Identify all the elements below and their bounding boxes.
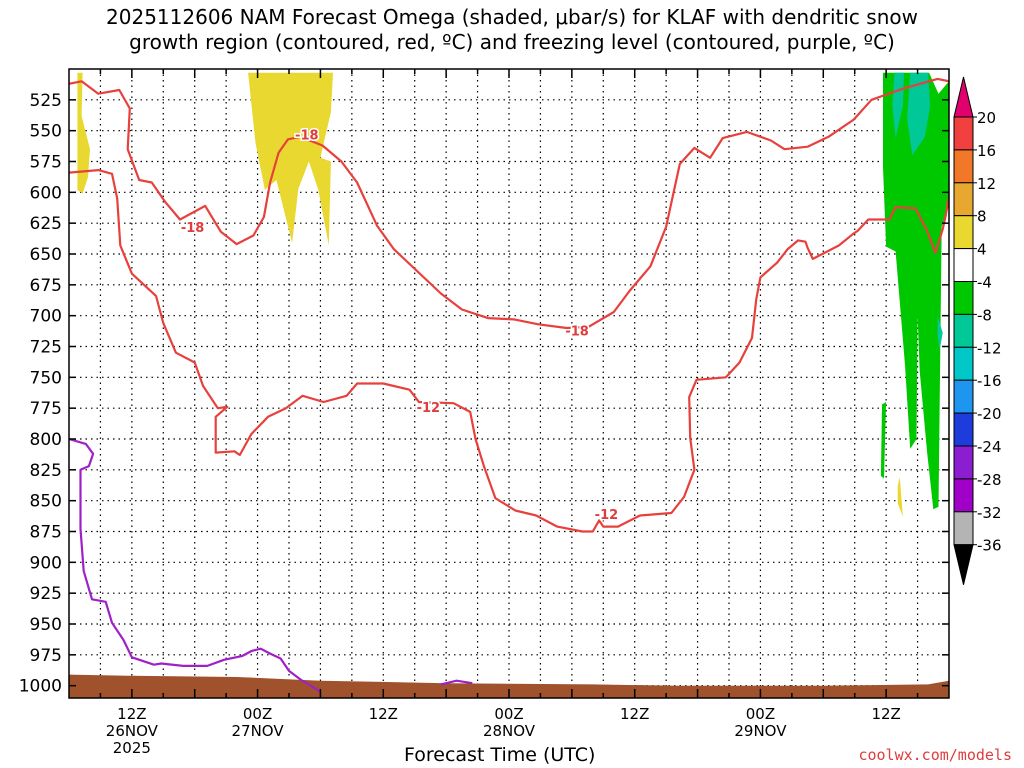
omega-region <box>883 72 949 510</box>
colorbar-label: -16 <box>977 372 1002 390</box>
y-tick-label: 775 <box>30 399 62 419</box>
colorbar-swatch <box>953 215 974 250</box>
omega-region <box>880 402 887 479</box>
colorbar: 20 16 12 8 4 -4 -8 -12 -16 -20 -24 -28 -32 -36 <box>953 76 1002 585</box>
colorbar-label: -12 <box>977 339 1002 357</box>
y-tick-label: 750 <box>30 368 62 388</box>
contour-label: -18 <box>295 128 319 143</box>
chart-title-line-2: growth region (contoured, red, ºC) and f… <box>129 30 895 54</box>
x-tick-label: 28NOV <box>483 722 536 740</box>
colorbar-swatch <box>953 511 974 546</box>
terrain-fill <box>69 674 949 698</box>
omega-region <box>907 72 931 156</box>
x-tick-label: 00Z <box>494 705 523 723</box>
colorbar-label: -32 <box>977 504 1002 522</box>
y-tick-label: 575 <box>30 153 62 173</box>
contour-lines <box>69 77 949 693</box>
omega-region <box>77 72 90 194</box>
colorbar-swatch <box>953 281 974 315</box>
y-tick-label: 975 <box>30 646 62 666</box>
colorbar-swatch <box>953 149 974 184</box>
colorbar-swatch <box>953 248 974 283</box>
x-tick-label: 12Z <box>117 705 146 723</box>
colorbar-swatch <box>953 412 974 447</box>
colorbar-label: 8 <box>977 208 987 226</box>
y-tick-label: 650 <box>30 245 62 265</box>
colorbar-label: 20 <box>977 109 996 127</box>
y-tick-label: 825 <box>30 461 62 481</box>
contour-freezing-level-2 <box>440 679 473 686</box>
x-tick-label: 12Z <box>620 705 649 723</box>
colorbar-swatch <box>953 445 974 480</box>
chart-title-line-1: 2025112606 NAM Forecast Omega (shaded, μ… <box>106 5 918 29</box>
contour-dgz-cold <box>69 77 949 330</box>
colorbar-label: 16 <box>977 142 996 160</box>
colorbar-label: 4 <box>977 241 987 259</box>
grid-lines <box>69 69 949 698</box>
colorbar-swatch <box>953 478 974 513</box>
colorbar-swatch <box>953 346 974 381</box>
x-tick-label: 27NOV <box>232 722 285 740</box>
colorbar-label: 12 <box>977 175 996 193</box>
x-axis-title: Forecast Time (UTC) <box>404 744 596 766</box>
contour-dgz-warm <box>69 169 949 533</box>
colorbar-label: -20 <box>977 405 1002 423</box>
y-tick-label: 850 <box>30 492 62 512</box>
x-tick-label: 12Z <box>369 705 398 723</box>
y-tick-label: 675 <box>30 276 62 296</box>
y-tick-label: 525 <box>30 91 62 111</box>
colorbar-swatch <box>953 313 974 348</box>
contour-label: -18 <box>565 324 589 339</box>
omega-region <box>897 477 903 517</box>
site-credit: coolwx.com/models <box>858 746 1012 764</box>
y-tick-label: 700 <box>30 307 62 327</box>
contour-label: -12 <box>595 508 619 523</box>
y-tick-label: 725 <box>30 338 62 358</box>
y-tick-label: 625 <box>30 214 62 234</box>
colorbar-swatch <box>953 379 974 414</box>
x-tick-label: 2025 <box>113 739 151 757</box>
contour-freezing-level <box>69 437 321 693</box>
y-tick-label: 800 <box>30 430 62 450</box>
contour-label: -12 <box>417 401 441 416</box>
y-axis: 525 550 575 600 625 650 675 700 725 750 775 800 825 8… <box>19 91 949 697</box>
y-tick-label: 1000 <box>19 677 62 697</box>
colorbar-label: -8 <box>977 306 992 324</box>
colorbar-label: -4 <box>977 274 992 292</box>
omega-region <box>248 72 333 246</box>
y-tick-label: 600 <box>30 183 62 203</box>
omega-shading <box>69 72 949 698</box>
colorbar-label: -28 <box>977 471 1002 489</box>
y-tick-label: 875 <box>30 523 62 543</box>
colorbar-swatch <box>953 116 974 151</box>
contour-labels: -18 -18 -18 -12 -12 <box>179 127 619 525</box>
omega-region <box>937 315 943 351</box>
x-tick-label: 00Z <box>746 705 775 723</box>
y-tick-label: 950 <box>30 615 62 635</box>
x-tick-label: 26NOV <box>106 722 159 740</box>
y-tick-label: 900 <box>30 553 62 573</box>
colorbar-swatch <box>953 182 974 217</box>
x-tick-label: 00Z <box>243 705 272 723</box>
x-tick-label: 29NOV <box>734 722 787 740</box>
colorbar-top-arrow <box>953 76 974 118</box>
y-tick-label: 550 <box>30 122 62 142</box>
y-tick-label: 925 <box>30 584 62 604</box>
contour-label: -18 <box>181 221 205 236</box>
colorbar-label: -24 <box>977 438 1002 456</box>
colorbar-bottom-arrow <box>953 544 974 585</box>
x-tick-label: 12Z <box>871 705 900 723</box>
colorbar-label: -36 <box>977 537 1002 555</box>
